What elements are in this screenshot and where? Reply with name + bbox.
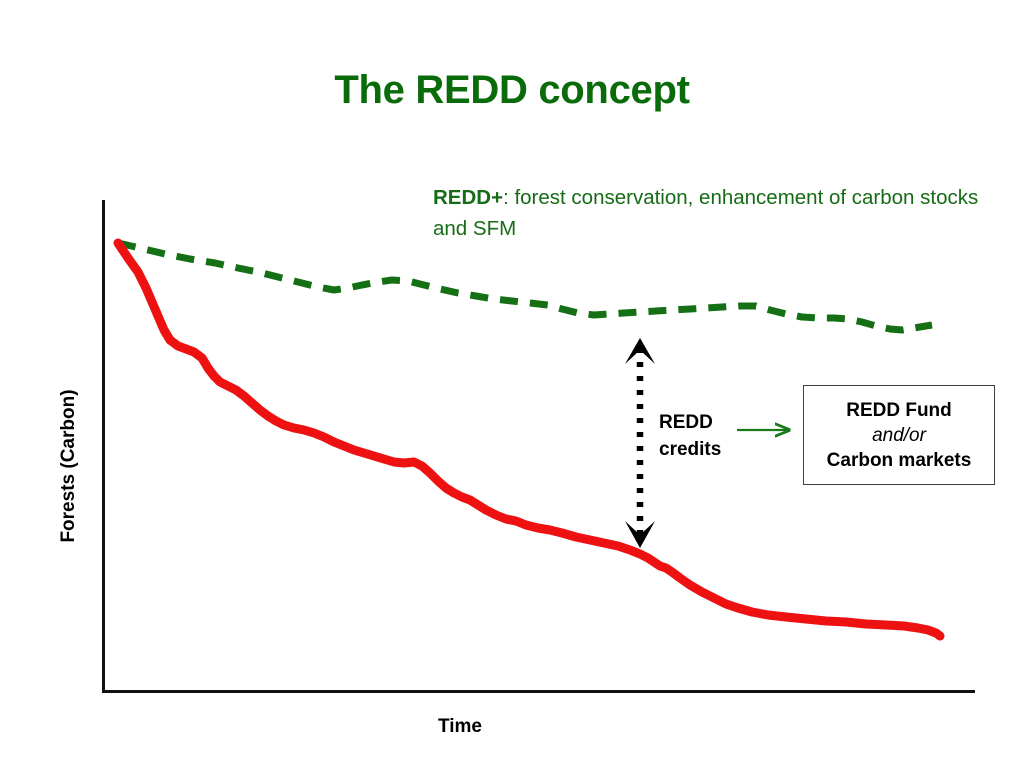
redd-credits-line-2: credits	[659, 439, 722, 460]
page-title: The REDD concept	[334, 68, 690, 112]
y-axis-label: Forests (Carbon)	[58, 389, 79, 543]
redd-fund-box: REDD Fund and/or Carbon markets	[803, 385, 995, 485]
redd-fund-box-line-2: and/or	[872, 424, 926, 446]
series-line-business-as-usual	[113, 238, 945, 641]
redd-plus-caption-lead: REDD+	[433, 186, 504, 209]
redd-plus-caption: REDD+: forest conservation, enhancement …	[433, 182, 993, 244]
redd-credits-double-arrow	[625, 338, 655, 548]
redd-credits-line-1: REDD	[659, 412, 713, 433]
redd-fund-box-line-1: REDD Fund	[846, 399, 952, 421]
x-axis-label: Time	[437, 716, 482, 737]
redd-plus-caption-rest: : forest conservation, enhancement of ca…	[433, 186, 979, 240]
double-arrow-head-up	[625, 338, 655, 364]
redd-fund-box-line-3: Carbon markets	[826, 449, 972, 471]
double-arrow-head-down	[625, 521, 655, 548]
series-line-redd-plus	[117, 239, 933, 334]
redd-credits-label: REDD credits	[659, 409, 721, 463]
